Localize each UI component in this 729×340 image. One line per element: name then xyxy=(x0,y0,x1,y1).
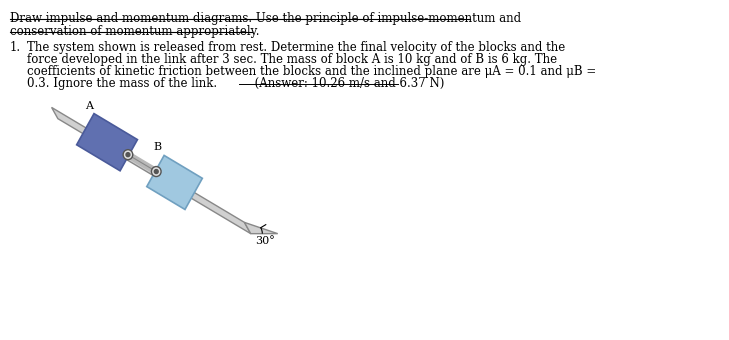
Text: force developed in the link after 3 sec. The mass of block A is 10 kg and of B i: force developed in the link after 3 sec.… xyxy=(27,53,557,66)
Circle shape xyxy=(126,153,130,157)
Text: conservation of momentum appropriately.: conservation of momentum appropriately. xyxy=(9,25,259,38)
Circle shape xyxy=(152,167,161,176)
Polygon shape xyxy=(77,114,138,171)
Text: coefficients of kinetic friction between the blocks and the inclined plane are μ: coefficients of kinetic friction between… xyxy=(27,65,596,78)
Text: 30°: 30° xyxy=(256,236,276,246)
Polygon shape xyxy=(52,107,251,234)
Polygon shape xyxy=(147,155,203,209)
Circle shape xyxy=(155,170,158,173)
Polygon shape xyxy=(244,222,278,234)
Text: The system shown is released from rest. Determine the final velocity of the bloc: The system shown is released from rest. … xyxy=(27,41,565,54)
Text: 0.3. Ignore the mass of the link.          (Answer: 10.26 m/s and 6.37 N): 0.3. Ignore the mass of the link. (Answe… xyxy=(27,77,445,90)
Text: A: A xyxy=(85,101,93,112)
Circle shape xyxy=(123,150,133,160)
Text: B: B xyxy=(154,142,162,152)
Text: Draw impulse and momentum diagrams. Use the principle of impulse-momentum and: Draw impulse and momentum diagrams. Use … xyxy=(9,12,521,25)
Text: 1.: 1. xyxy=(9,41,20,54)
